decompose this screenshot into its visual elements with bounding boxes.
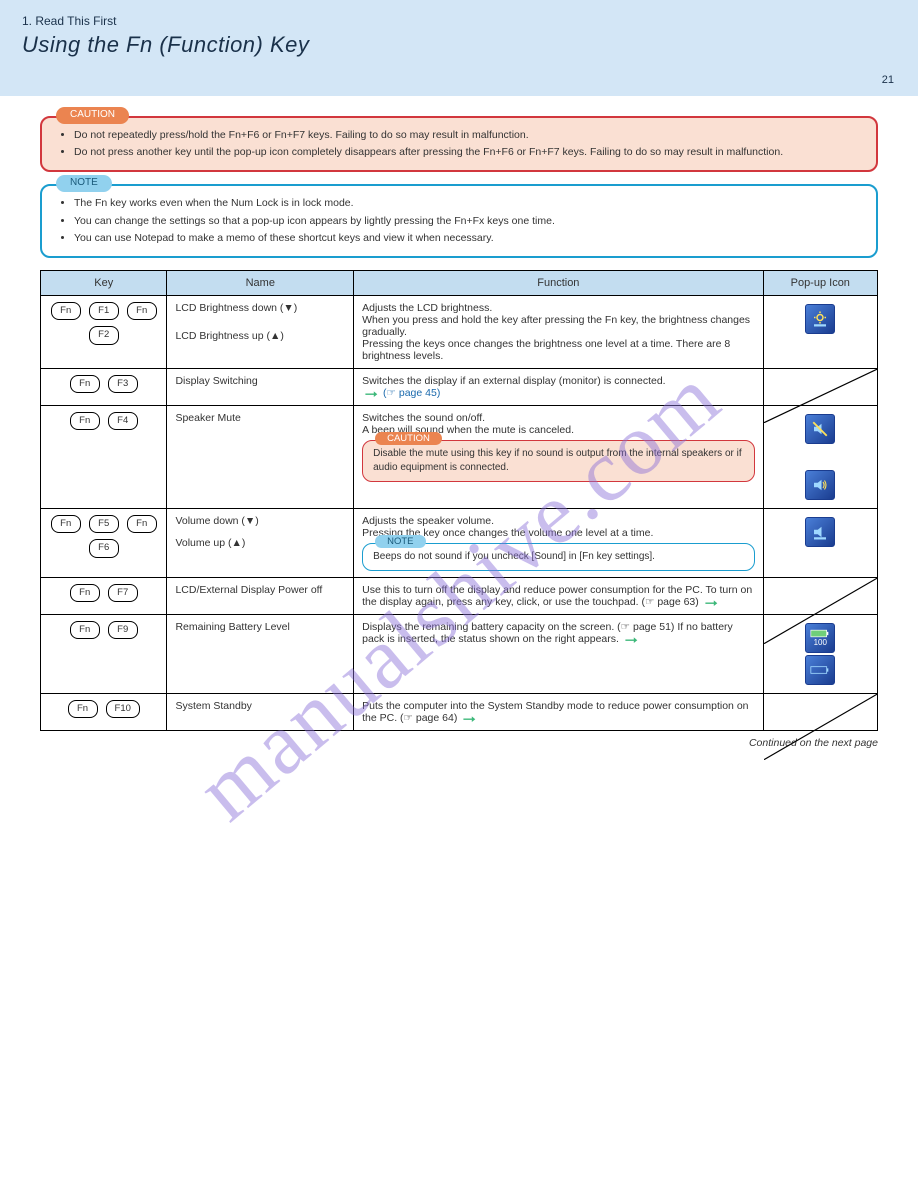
table-row: Fn F1 Fn F2 LCD Brightness down (▼) LCD … <box>41 296 878 369</box>
key-f6: F6 <box>89 539 119 557</box>
page-title: Using the Fn (Function) Key <box>22 32 896 58</box>
table-row: Fn F4 Speaker Mute Switches the sound on… <box>41 406 878 509</box>
table-row: Fn F10 System Standby Puts the computer … <box>41 694 878 731</box>
key-fn: Fn <box>51 515 81 533</box>
caution-box: CAUTION Do not repeatedly press/hold the… <box>40 116 878 172</box>
table-row: Fn F3 Display Switching Switches the dis… <box>41 369 878 406</box>
fn-desc: Displays the remaining battery capacity … <box>362 621 733 645</box>
table-row: Fn F9 Remaining Battery Level Displays t… <box>41 615 878 694</box>
note-item: You can use Notepad to make a memo of th… <box>74 231 862 246</box>
fn-desc: Pressing the keys once changes the brigh… <box>362 338 754 362</box>
fn-name: System Standby <box>167 694 354 731</box>
hand-icon <box>462 713 476 724</box>
caution-tag: CAUTION <box>56 107 129 124</box>
fn-name: Volume down (▼) <box>175 515 345 527</box>
fn-name: Volume up (▲) <box>175 537 345 549</box>
volume-icon <box>805 517 835 547</box>
col-name: Name <box>167 271 354 296</box>
page-header: 1. Read This First Using the Fn (Functio… <box>0 0 918 96</box>
fn-name: Display Switching <box>167 369 354 406</box>
caution-item: Do not repeatedly press/hold the Fn+F6 o… <box>74 128 862 143</box>
fn-desc: Adjusts the speaker volume. <box>362 515 754 527</box>
inline-caution: CAUTION Disable the mute using this key … <box>362 440 754 482</box>
fn-desc: Switches the display if an external disp… <box>362 375 754 387</box>
no-icon-strike <box>764 694 877 760</box>
fn-desc: Switches the sound on/off. <box>362 412 754 424</box>
fn-desc: Adjusts the LCD brightness. <box>362 302 754 314</box>
page-ref: (☞ page 45) <box>383 387 440 399</box>
continued-label: Continued on the next page <box>40 737 878 749</box>
fn-desc: Use this to turn off the display and red… <box>362 584 752 608</box>
note-box: NOTE The Fn key works even when the Num … <box>40 184 878 258</box>
fn-name: LCD Brightness down (▼) <box>175 302 345 314</box>
col-key: Key <box>41 271 167 296</box>
table-row: Fn F7 LCD/External Display Power off Use… <box>41 578 878 615</box>
key-fn: Fn <box>70 375 100 393</box>
key-fn: Fn <box>51 302 81 320</box>
header-section: 1. Read This First <box>22 14 896 28</box>
key-fn: Fn <box>70 584 100 602</box>
hand-icon <box>364 388 378 399</box>
key-f10: F10 <box>106 700 140 718</box>
inline-caution-text: Disable the mute using this key if no so… <box>373 448 742 473</box>
fn-name: Remaining Battery Level <box>167 615 354 694</box>
key-fn: Fn <box>70 621 100 639</box>
inline-note: NOTE Beeps do not sound if you uncheck [… <box>362 543 754 571</box>
table-row: Fn F5 Fn F6 Volume down (▼) Volume up (▲… <box>41 509 878 578</box>
fn-name: LCD Brightness up (▲) <box>175 330 345 342</box>
fn-desc: Puts the computer into the System Standb… <box>362 700 748 724</box>
key-fn: Fn <box>127 302 157 320</box>
key-f4: F4 <box>108 412 138 430</box>
fn-name: Speaker Mute <box>167 406 354 509</box>
fn-name: LCD/External Display Power off <box>167 578 354 615</box>
page-number: 21 <box>882 74 894 86</box>
key-f9: F9 <box>108 621 138 639</box>
caution-tag: CAUTION <box>375 432 442 445</box>
note-item: The Fn key works even when the Num Lock … <box>74 196 862 211</box>
col-function: Function <box>354 271 763 296</box>
function-key-table: Key Name Function Pop-up Icon Fn F1 Fn F… <box>40 270 878 731</box>
key-fn: Fn <box>70 412 100 430</box>
key-fn: Fn <box>68 700 98 718</box>
hand-icon <box>704 597 718 608</box>
speaker-icon <box>805 470 835 500</box>
key-f5: F5 <box>89 515 119 533</box>
key-f2: F2 <box>89 326 119 344</box>
key-f3: F3 <box>108 375 138 393</box>
no-icon-strike <box>764 369 877 423</box>
key-fn: Fn <box>127 515 157 533</box>
inline-note-text: Beeps do not sound if you uncheck [Sound… <box>373 551 655 562</box>
note-item: You can change the settings so that a po… <box>74 214 862 229</box>
battery-empty-icon <box>805 655 835 685</box>
caution-item: Do not press another key until the pop-u… <box>74 145 862 160</box>
no-icon-strike <box>764 578 877 644</box>
page-content: CAUTION Do not repeatedly press/hold the… <box>0 96 918 749</box>
col-popup: Pop-up Icon <box>763 271 877 296</box>
brightness-icon <box>805 304 835 334</box>
note-tag: NOTE <box>56 175 112 192</box>
key-f7: F7 <box>108 584 138 602</box>
hand-icon <box>624 634 638 645</box>
key-f1: F1 <box>89 302 119 320</box>
fn-desc: When you press and hold the key after pr… <box>362 314 754 338</box>
note-tag: NOTE <box>375 535 425 548</box>
